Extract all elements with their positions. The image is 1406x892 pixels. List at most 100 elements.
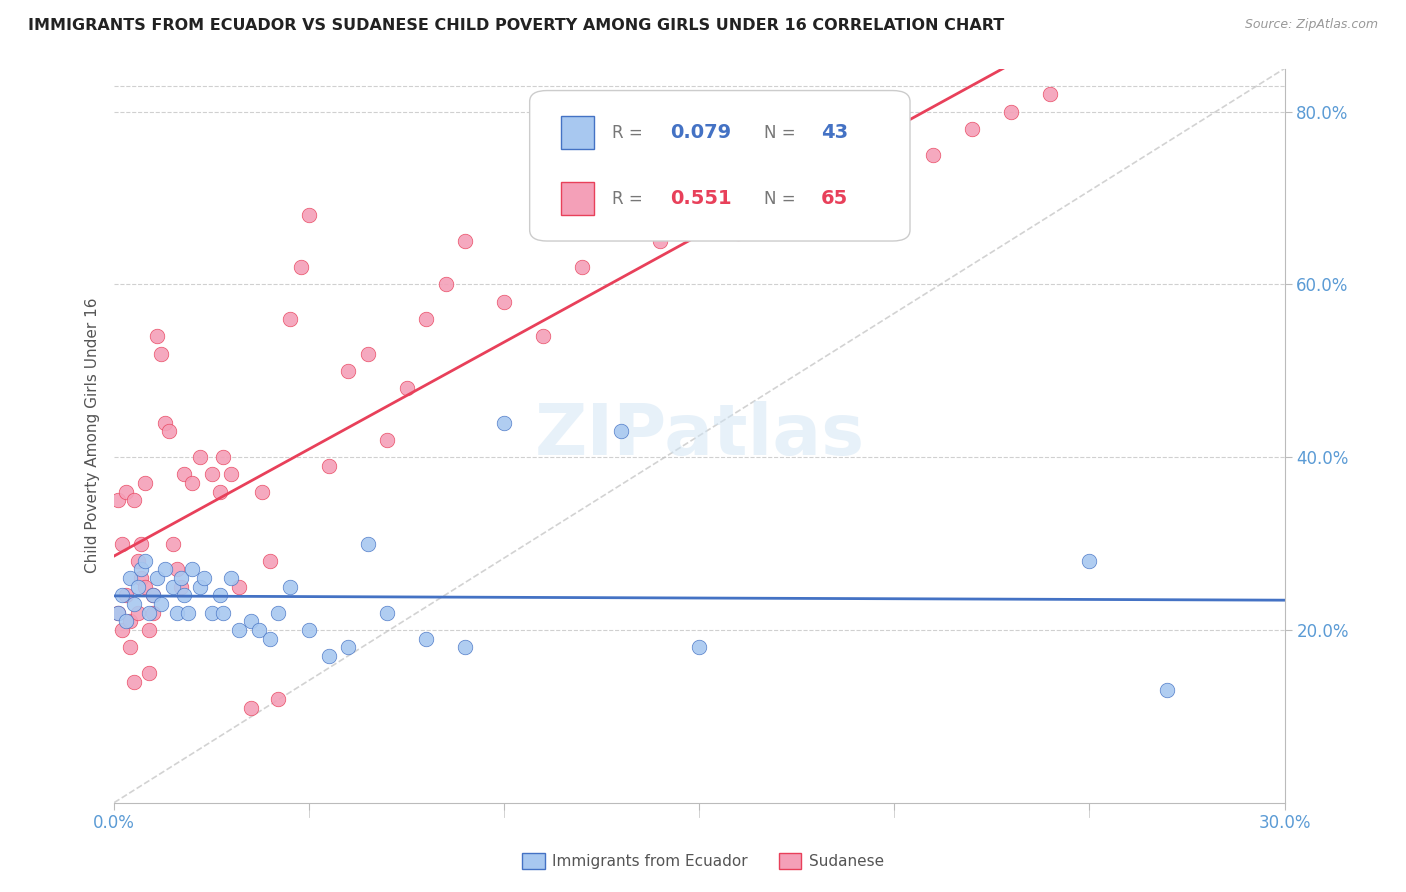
Y-axis label: Child Poverty Among Girls Under 16: Child Poverty Among Girls Under 16 xyxy=(86,298,100,574)
Point xyxy=(212,450,235,464)
Point xyxy=(173,588,195,602)
Point xyxy=(883,182,905,196)
Point xyxy=(150,597,173,611)
Point xyxy=(138,623,160,637)
Point xyxy=(454,640,477,654)
Text: 0.079: 0.079 xyxy=(671,123,731,142)
FancyBboxPatch shape xyxy=(530,91,910,241)
Point xyxy=(228,623,250,637)
Point xyxy=(415,312,437,326)
Point xyxy=(259,632,281,646)
Text: N =: N = xyxy=(763,124,800,142)
Text: 65: 65 xyxy=(821,189,848,209)
Point xyxy=(610,424,633,438)
Point xyxy=(298,623,321,637)
Point xyxy=(127,580,149,594)
Point xyxy=(173,467,195,482)
Point xyxy=(131,562,153,576)
Point xyxy=(415,632,437,646)
Point xyxy=(162,536,184,550)
Point xyxy=(107,606,129,620)
Point xyxy=(146,571,169,585)
Point xyxy=(193,571,215,585)
Point xyxy=(118,614,141,628)
Point xyxy=(157,424,180,438)
Point xyxy=(212,606,235,620)
Point xyxy=(806,208,828,222)
Point xyxy=(239,700,262,714)
Text: ZIPatlas: ZIPatlas xyxy=(534,401,865,470)
Point xyxy=(153,416,176,430)
Point xyxy=(127,554,149,568)
Point xyxy=(166,562,188,576)
Point xyxy=(142,588,165,602)
Point xyxy=(454,234,477,248)
Point xyxy=(610,191,633,205)
Point xyxy=(922,148,945,162)
Point xyxy=(531,329,554,343)
FancyBboxPatch shape xyxy=(561,116,593,149)
Point xyxy=(138,666,160,681)
Point xyxy=(494,416,516,430)
Text: 43: 43 xyxy=(821,123,848,142)
Point xyxy=(131,571,153,585)
Point xyxy=(111,588,134,602)
Point xyxy=(252,484,274,499)
Point xyxy=(208,484,231,499)
Text: R =: R = xyxy=(612,190,648,208)
Point xyxy=(318,648,340,663)
Point xyxy=(1000,104,1022,119)
Point xyxy=(1039,87,1062,102)
Text: N =: N = xyxy=(763,190,800,208)
Point xyxy=(290,260,312,274)
Point xyxy=(122,493,145,508)
Point xyxy=(134,476,156,491)
Point xyxy=(395,381,418,395)
Point xyxy=(357,346,380,360)
Point xyxy=(169,571,191,585)
Point xyxy=(688,174,710,188)
Point xyxy=(188,450,211,464)
Point xyxy=(267,606,290,620)
Point xyxy=(375,433,398,447)
Point xyxy=(142,588,165,602)
Text: Source: ZipAtlas.com: Source: ZipAtlas.com xyxy=(1244,18,1378,31)
Point xyxy=(201,606,224,620)
Point xyxy=(228,580,250,594)
Point xyxy=(162,580,184,594)
Point xyxy=(138,606,160,620)
Text: IMMIGRANTS FROM ECUADOR VS SUDANESE CHILD POVERTY AMONG GIRLS UNDER 16 CORRELATI: IMMIGRANTS FROM ECUADOR VS SUDANESE CHIL… xyxy=(28,18,1004,33)
Point xyxy=(375,606,398,620)
Point xyxy=(181,476,204,491)
Point xyxy=(727,226,749,240)
Point xyxy=(962,122,984,136)
Point xyxy=(115,484,138,499)
Point xyxy=(337,364,360,378)
Point xyxy=(208,588,231,602)
Point xyxy=(127,606,149,620)
Point xyxy=(278,580,301,594)
Point xyxy=(181,562,204,576)
Point xyxy=(150,346,173,360)
Point xyxy=(134,580,156,594)
Point xyxy=(107,493,129,508)
Point xyxy=(153,562,176,576)
Point xyxy=(118,640,141,654)
Point xyxy=(142,606,165,620)
Point xyxy=(844,139,866,153)
Point xyxy=(267,692,290,706)
Point xyxy=(298,208,321,222)
Point xyxy=(107,606,129,620)
Point xyxy=(111,536,134,550)
Point xyxy=(122,597,145,611)
Point xyxy=(166,606,188,620)
Point xyxy=(434,277,457,292)
Legend: Immigrants from Ecuador, Sudanese: Immigrants from Ecuador, Sudanese xyxy=(516,847,890,875)
Point xyxy=(494,294,516,309)
Point xyxy=(188,580,211,594)
Point xyxy=(278,312,301,326)
Point xyxy=(766,156,789,170)
Point xyxy=(131,536,153,550)
Point xyxy=(169,580,191,594)
FancyBboxPatch shape xyxy=(561,182,593,215)
